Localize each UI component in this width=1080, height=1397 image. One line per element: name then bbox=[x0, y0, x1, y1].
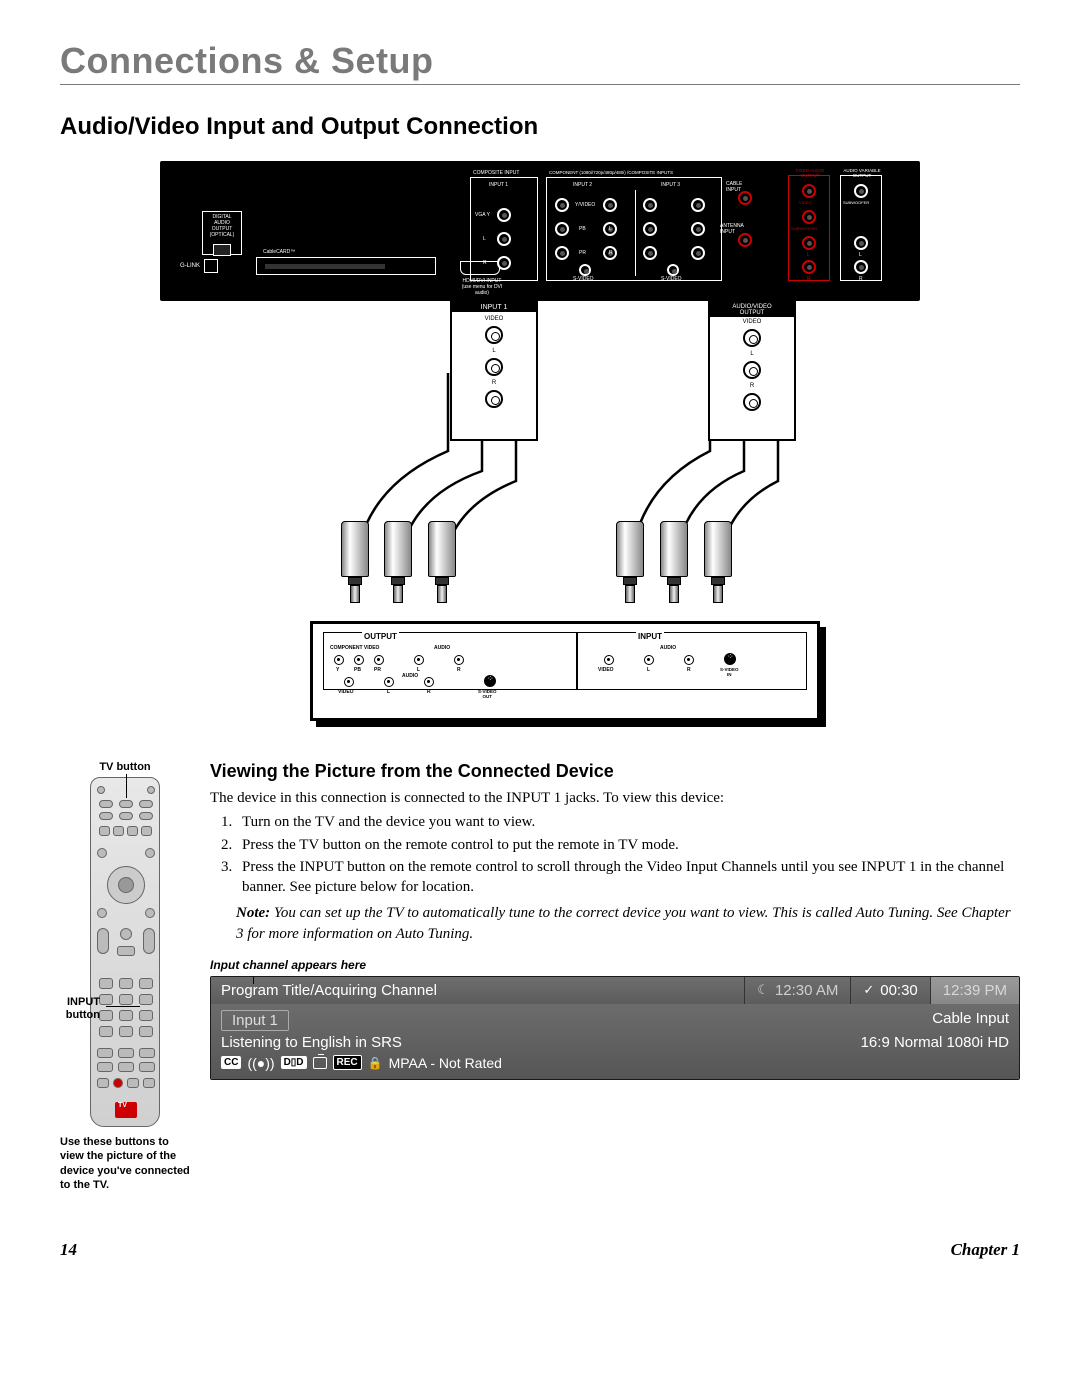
banner-caption: Input channel appears here bbox=[210, 958, 1020, 972]
rec-icon: REC bbox=[333, 1055, 362, 1070]
program-title-cell: Program Title/Acquiring Channel bbox=[211, 977, 745, 1004]
instructions-column: Viewing the Picture from the Connected D… bbox=[210, 761, 1020, 1192]
external-device: OUTPUT INPUT COMPONENT VIDEO AUDIO Y PB … bbox=[310, 621, 820, 721]
rca-plug bbox=[341, 521, 369, 603]
elapsed-time-cell: ✓ 00:30 bbox=[851, 977, 930, 1004]
dolby-icon: D▯D bbox=[281, 1056, 307, 1069]
remote-control-image bbox=[90, 777, 160, 1127]
tvguide-logo-icon bbox=[115, 1102, 137, 1118]
cable-input-label: Cable Input bbox=[932, 1010, 1009, 1027]
tv-icon bbox=[313, 1057, 327, 1069]
connection-diagram: DIGITAL AUDIO OUTPUT (OPTICAL) G-LINK Ca… bbox=[160, 161, 920, 731]
channel-banner: Program Title/Acquiring Channel ☾ 12:30 … bbox=[210, 976, 1020, 1080]
page-number: 14 bbox=[60, 1240, 77, 1260]
current-time-cell: 12:39 PM bbox=[931, 977, 1019, 1004]
variable-audio-output: AUDIO VARIABLE OUTPUT SUBWOOFER L R bbox=[840, 175, 882, 281]
audio-status: Listening to English in SRS bbox=[221, 1034, 402, 1051]
input1-jack-box: INPUT 1 VIDEO L R bbox=[450, 301, 538, 441]
cable-diagram: INPUT 1 VIDEO L R AUDIO/VIDEO OUTPUT VID… bbox=[190, 301, 890, 731]
steps-list: Turn on the TV and the device you want t… bbox=[236, 812, 1020, 897]
component-input-group: COMPONENT (1080i/720p/480p/480i) /COMPOS… bbox=[546, 177, 722, 281]
note-text: Note: You can set up the TV to automatic… bbox=[236, 903, 1020, 944]
av-output-jack-box: AUDIO/VIDEO OUTPUT VIDEO L R bbox=[708, 301, 796, 441]
tv-back-panel: DIGITAL AUDIO OUTPUT (OPTICAL) G-LINK Ca… bbox=[160, 161, 920, 301]
video-format: 16:9 Normal 1080i HD bbox=[861, 1034, 1009, 1051]
rca-plug bbox=[384, 521, 412, 603]
input-badge: Input 1 bbox=[221, 1010, 289, 1031]
input-button-label: INPUT button bbox=[50, 996, 100, 1022]
mpaa-rating: MPAA - Not Rated bbox=[389, 1055, 502, 1071]
remote-sidebar: TV button bbox=[60, 761, 190, 1192]
intro-text: The device in this connection is connect… bbox=[210, 788, 1020, 808]
lock-icon: 🔒 bbox=[368, 1056, 383, 1070]
cc-icon: CC bbox=[221, 1056, 241, 1069]
remote-caption: Use these buttons to view the picture of… bbox=[60, 1135, 190, 1192]
check-icon: ✓ bbox=[863, 982, 874, 998]
rca-plug bbox=[660, 521, 688, 603]
stereo-icon: ((●)) bbox=[247, 1055, 274, 1071]
rca-plug bbox=[704, 521, 732, 603]
fixed-audio-output: FIXED AUDIO OUTPUT VIDEO SUBWOOFER L R bbox=[788, 175, 830, 281]
glink-label: G-LINK bbox=[180, 263, 200, 269]
chapter-title: Connections & Setup bbox=[60, 40, 1020, 85]
start-time-cell: ☾ 12:30 AM bbox=[745, 977, 851, 1004]
section-title: Audio/Video Input and Output Connection bbox=[60, 113, 1020, 141]
composite-input-group: COMPOSITE INPUT INPUT 1 VGA Y L R bbox=[470, 177, 538, 281]
rca-plug bbox=[428, 521, 456, 603]
step-3: Press the INPUT button on the remote con… bbox=[236, 857, 1020, 898]
digital-audio-output-label: DIGITAL AUDIO OUTPUT (OPTICAL) bbox=[202, 211, 242, 255]
rca-plug bbox=[616, 521, 644, 603]
step-2: Press the TV button on the remote contro… bbox=[236, 835, 1020, 855]
moon-icon: ☾ bbox=[757, 982, 769, 998]
step-1: Turn on the TV and the device you want t… bbox=[236, 812, 1020, 832]
chapter-label: Chapter 1 bbox=[951, 1240, 1020, 1260]
page-footer: 14 Chapter 1 bbox=[60, 1240, 1020, 1260]
tv-button-label: TV button bbox=[60, 761, 190, 773]
cablecard-slot: CableCARD™ bbox=[256, 257, 436, 275]
glink-port bbox=[204, 259, 218, 273]
viewing-subheading: Viewing the Picture from the Connected D… bbox=[210, 761, 1020, 782]
